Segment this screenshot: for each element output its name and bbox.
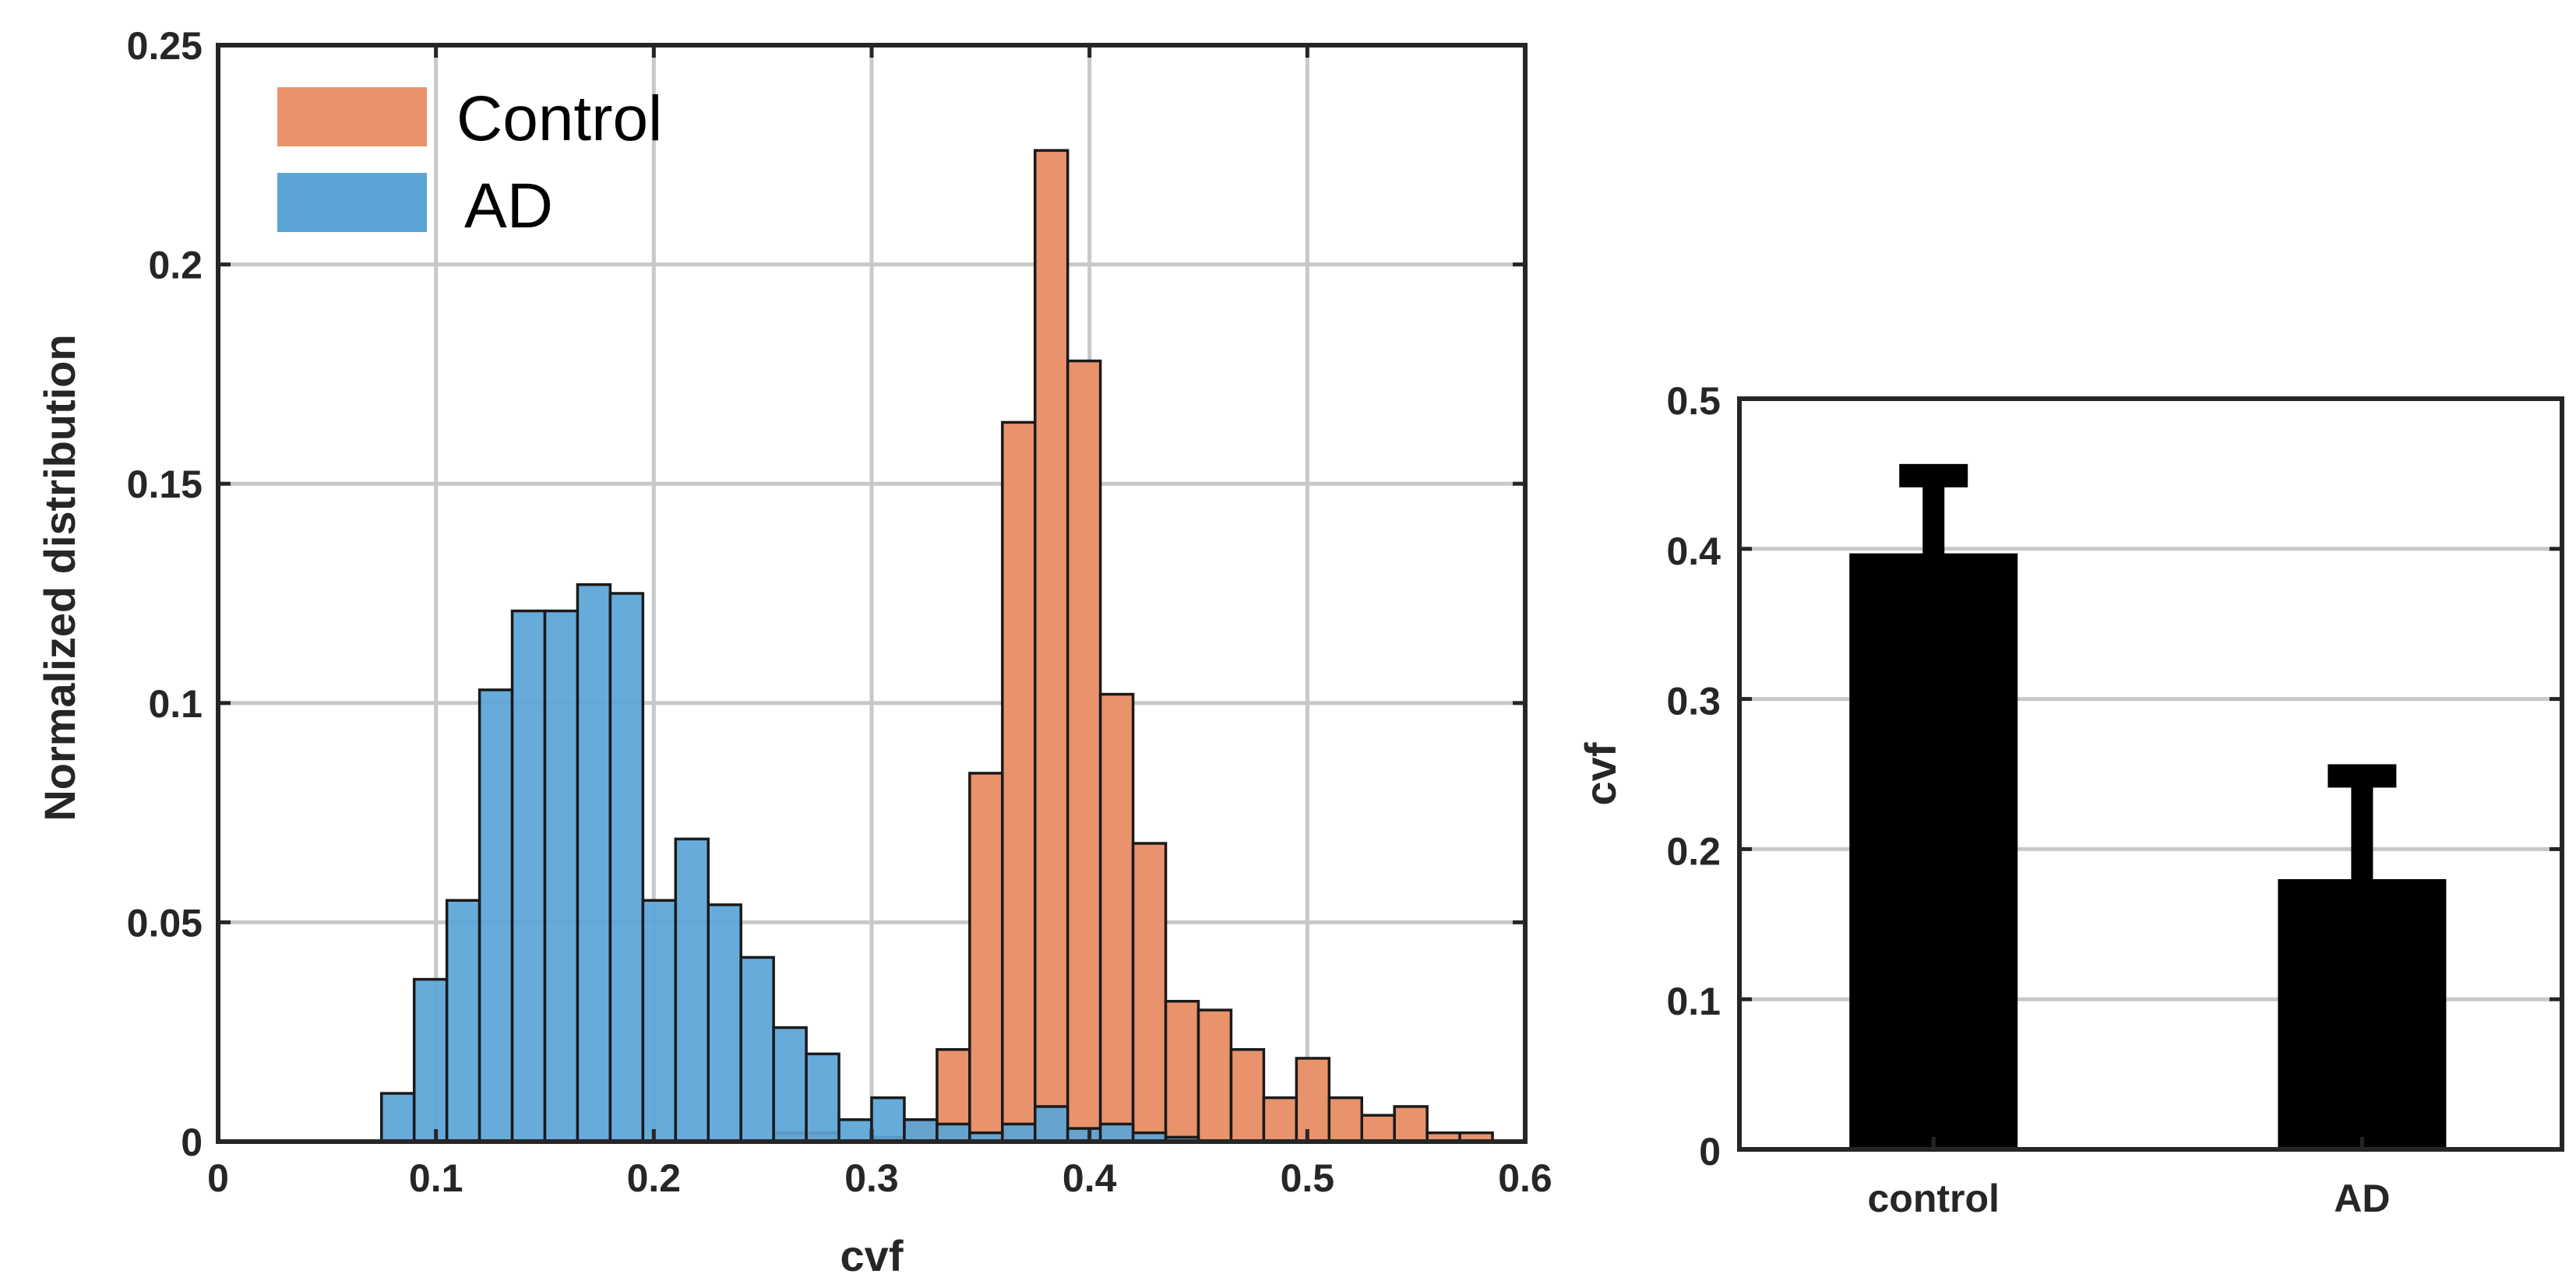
bar-chart-y-axis-label: cvf (1576, 742, 1625, 805)
histogram-bar-ad (936, 1122, 971, 1143)
bar-chart-y-tick-label: 0.1 (1666, 980, 1721, 1023)
bar-chart-y-tick-label: 0.3 (1666, 680, 1721, 723)
histogram-bar-ad (707, 903, 742, 1143)
histogram-bar-control (1262, 1096, 1299, 1143)
histogram-y-tick-label: 0.1 (148, 682, 203, 726)
histogram-x-axis-label: cvf (840, 1231, 904, 1280)
error-bar-stem-control (1922, 485, 1945, 557)
histogram-y-tick-label: 0.05 (127, 901, 203, 945)
histogram-bar-ad (772, 1026, 808, 1143)
histogram-ticks: 0 0.1 0.2 0.3 0.4 0.5 0.6 0 0.05 0.1 0.15 0.2 0.25 (127, 24, 1552, 1200)
histogram-bar-control (1098, 692, 1135, 1143)
histogram-y-axis-label: Normalized distribution (35, 334, 84, 821)
histogram-x-tick-label: 0 (207, 1156, 229, 1200)
histogram-panel: 0 0.1 0.2 0.3 0.4 0.5 0.6 0 0.05 0.1 0.15 0.2 0.25 C… (35, 24, 1552, 1280)
legend-swatch-control (277, 87, 427, 146)
histogram-bar-control (1066, 359, 1102, 1143)
histogram-bar-control (1131, 842, 1168, 1143)
histogram-y-tick-label: 0.25 (127, 24, 203, 68)
histogram-bar-control (968, 772, 1004, 1143)
histogram-bar-ad (608, 592, 645, 1143)
histogram-bar-ad (870, 1096, 906, 1143)
histogram-bar-ad (837, 1118, 873, 1143)
histogram-x-tick-label: 0.4 (1062, 1156, 1117, 1200)
bar-chart-ticks: 0 0.1 0.2 0.3 0.4 0.5 control AD (1666, 379, 2562, 1220)
bar-chart-x-tick-label: control (1867, 1177, 1999, 1220)
error-bar-stem-ad (2351, 786, 2373, 882)
histogram-bar-ad (739, 955, 775, 1143)
histogram-bar-control (1196, 1008, 1233, 1143)
bar-chart-frame (1737, 396, 2564, 1152)
histogram-bar-ad (903, 1118, 939, 1143)
bar-chart-y-tick-label: 0.2 (1666, 829, 1721, 873)
legend-label-control: Control (456, 83, 662, 154)
histogram-y-tick-label: 0.15 (127, 463, 203, 506)
histogram-bar-control (1360, 1114, 1396, 1143)
histogram-bar-ad (1098, 1122, 1135, 1143)
histogram-bar-ad (380, 1092, 416, 1143)
histogram-x-tick-label: 0.6 (1498, 1156, 1552, 1200)
bar-chart-x-tick-label: AD (2334, 1177, 2390, 1220)
histogram-bar-ad (412, 977, 449, 1143)
histogram-bar-ad (445, 899, 481, 1143)
histogram-x-tick-label: 0.1 (409, 1156, 463, 1200)
histogram-y-tick-label: 0 (181, 1121, 203, 1164)
histogram-x-tick-label: 0.3 (844, 1156, 899, 1200)
histogram-bar-control (1164, 1000, 1200, 1143)
histogram-bar-control (1393, 1105, 1429, 1143)
histogram-bar-ad (576, 582, 612, 1143)
histogram-bar-ad (674, 837, 710, 1143)
histogram-bar-ad (1001, 1122, 1037, 1143)
bar-chart-bars (1849, 463, 2447, 1149)
histogram-bar-ad (805, 1052, 840, 1143)
error-bar-cap-control (1899, 463, 1968, 487)
histogram-bar-ad (477, 688, 514, 1143)
histogram-bar-ad (1034, 1105, 1070, 1143)
histogram-y-tick-label: 0.2 (148, 244, 203, 287)
histogram-bar-ad (641, 899, 678, 1143)
histogram-bar-ad (543, 609, 580, 1143)
histogram-bars (380, 149, 1494, 1143)
histogram-x-tick-label: 0.2 (627, 1156, 682, 1200)
histogram-bar-ad (510, 609, 547, 1143)
error-bar-cap-ad (2328, 764, 2397, 788)
bar-chart-panel: 0 0.1 0.2 0.3 0.4 0.5 control AD cvf (1576, 379, 2564, 1220)
legend-label-ad: AD (464, 171, 553, 241)
bar-chart-y-tick-label: 0.4 (1666, 530, 1721, 573)
histogram-grid (218, 45, 1525, 1142)
histogram-bar-control (1295, 1057, 1331, 1143)
histogram-legend: Control AD (277, 83, 662, 241)
histogram-bar-control (1327, 1096, 1364, 1143)
bar-control (1849, 553, 2018, 1149)
histogram-bar-control (1229, 1047, 1266, 1143)
bar-chart-y-tick-label: 0.5 (1666, 379, 1721, 423)
bar-ad (2278, 878, 2447, 1149)
histogram-bar-control (1001, 421, 1037, 1143)
legend-swatch-ad (277, 173, 427, 232)
histogram-bar-control (1034, 149, 1070, 1143)
bar-chart-y-tick-label: 0 (1699, 1130, 1721, 1174)
histogram-x-tick-label: 0.5 (1281, 1156, 1335, 1200)
